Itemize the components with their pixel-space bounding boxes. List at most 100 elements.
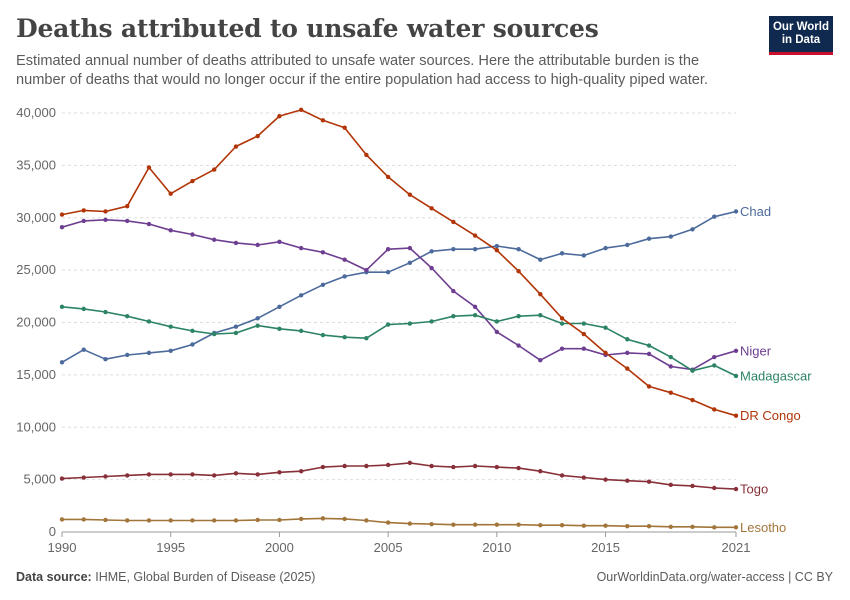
data-point[interactable]: [690, 397, 695, 403]
data-point[interactable]: [712, 363, 717, 368]
data-point[interactable]: [451, 288, 456, 294]
data-point[interactable]: [472, 463, 478, 469]
data-point[interactable]: [451, 314, 456, 319]
data-point[interactable]: [320, 282, 326, 287]
data-point[interactable]: [103, 217, 108, 223]
data-point[interactable]: [581, 475, 587, 480]
data-point[interactable]: [364, 267, 369, 273]
data-point[interactable]: [472, 312, 478, 318]
data-point[interactable]: [646, 384, 652, 389]
data-point[interactable]: [255, 472, 260, 477]
data-point[interactable]: [168, 472, 173, 477]
data-point[interactable]: [385, 322, 391, 327]
data-point[interactable]: [81, 517, 86, 522]
data-point[interactable]: [59, 360, 65, 365]
data-point[interactable]: [538, 312, 543, 318]
data-point[interactable]: [385, 174, 391, 180]
data-point[interactable]: [668, 364, 673, 369]
data-point[interactable]: [364, 152, 369, 158]
data-point[interactable]: [538, 358, 543, 363]
data-point[interactable]: [407, 521, 413, 526]
data-point[interactable]: [81, 208, 86, 213]
data-point[interactable]: [320, 118, 326, 123]
data-point[interactable]: [168, 324, 173, 329]
data-point[interactable]: [255, 323, 260, 328]
data-point[interactable]: [559, 251, 565, 256]
data-point[interactable]: [125, 218, 130, 224]
data-point[interactable]: [733, 486, 739, 492]
data-point[interactable]: [364, 336, 369, 341]
data-point[interactable]: [59, 517, 65, 522]
data-point[interactable]: [255, 316, 260, 321]
data-point[interactable]: [646, 351, 652, 357]
series-line-niger[interactable]: [61, 219, 737, 371]
data-point[interactable]: [712, 214, 717, 219]
data-point[interactable]: [103, 517, 108, 523]
data-point[interactable]: [298, 328, 304, 334]
data-point[interactable]: [494, 319, 500, 324]
data-point[interactable]: [233, 324, 239, 329]
data-point[interactable]: [668, 482, 673, 488]
data-point[interactable]: [125, 352, 130, 358]
data-point[interactable]: [733, 413, 739, 418]
data-point[interactable]: [233, 471, 239, 476]
data-point[interactable]: [646, 524, 652, 529]
series-line-madagascar[interactable]: [61, 306, 737, 377]
data-point[interactable]: [690, 227, 695, 232]
data-point[interactable]: [298, 107, 304, 113]
data-point[interactable]: [407, 192, 413, 197]
data-point[interactable]: [668, 234, 673, 239]
data-point[interactable]: [277, 113, 282, 119]
data-point[interactable]: [668, 524, 673, 529]
data-point[interactable]: [646, 479, 652, 484]
data-point[interactable]: [429, 265, 434, 271]
data-point[interactable]: [516, 522, 521, 527]
data-point[interactable]: [364, 518, 369, 523]
data-point[interactable]: [342, 334, 347, 340]
data-point[interactable]: [733, 525, 739, 530]
footer-url[interactable]: OurWorldinData.org/water-access | CC BY: [596, 570, 833, 584]
data-point[interactable]: [385, 270, 391, 275]
data-point[interactable]: [59, 476, 65, 481]
data-point[interactable]: [190, 472, 195, 477]
data-point[interactable]: [581, 331, 587, 337]
data-point[interactable]: [277, 326, 282, 331]
data-point[interactable]: [211, 237, 217, 242]
data-point[interactable]: [559, 346, 565, 351]
data-point[interactable]: [190, 518, 195, 523]
data-point[interactable]: [646, 236, 652, 241]
data-point[interactable]: [712, 485, 717, 491]
data-point[interactable]: [690, 368, 695, 373]
data-point[interactable]: [59, 224, 65, 230]
data-point[interactable]: [320, 332, 326, 338]
data-point[interactable]: [146, 319, 152, 324]
data-point[interactable]: [342, 516, 347, 522]
data-point[interactable]: [516, 343, 521, 348]
data-point[interactable]: [494, 522, 500, 527]
data-point[interactable]: [103, 209, 108, 214]
data-point[interactable]: [733, 209, 739, 214]
data-point[interactable]: [668, 390, 673, 395]
data-point[interactable]: [168, 348, 173, 353]
data-point[interactable]: [125, 473, 130, 478]
data-point[interactable]: [146, 472, 152, 477]
data-point[interactable]: [146, 518, 152, 523]
data-point[interactable]: [712, 525, 717, 530]
data-point[interactable]: [429, 521, 434, 527]
data-point[interactable]: [277, 470, 282, 475]
data-point[interactable]: [190, 328, 195, 334]
data-point[interactable]: [385, 246, 391, 252]
data-point[interactable]: [211, 331, 217, 337]
data-point[interactable]: [538, 469, 543, 474]
data-point[interactable]: [407, 321, 413, 326]
data-point[interactable]: [668, 354, 673, 360]
data-point[interactable]: [559, 473, 565, 478]
owid-logo[interactable]: Our World in Data: [769, 16, 833, 55]
data-point[interactable]: [103, 309, 108, 315]
data-point[interactable]: [516, 314, 521, 319]
data-point[interactable]: [603, 350, 608, 356]
data-point[interactable]: [211, 473, 217, 478]
data-point[interactable]: [712, 354, 717, 360]
data-point[interactable]: [277, 304, 282, 309]
series-line-togo[interactable]: [61, 462, 737, 490]
